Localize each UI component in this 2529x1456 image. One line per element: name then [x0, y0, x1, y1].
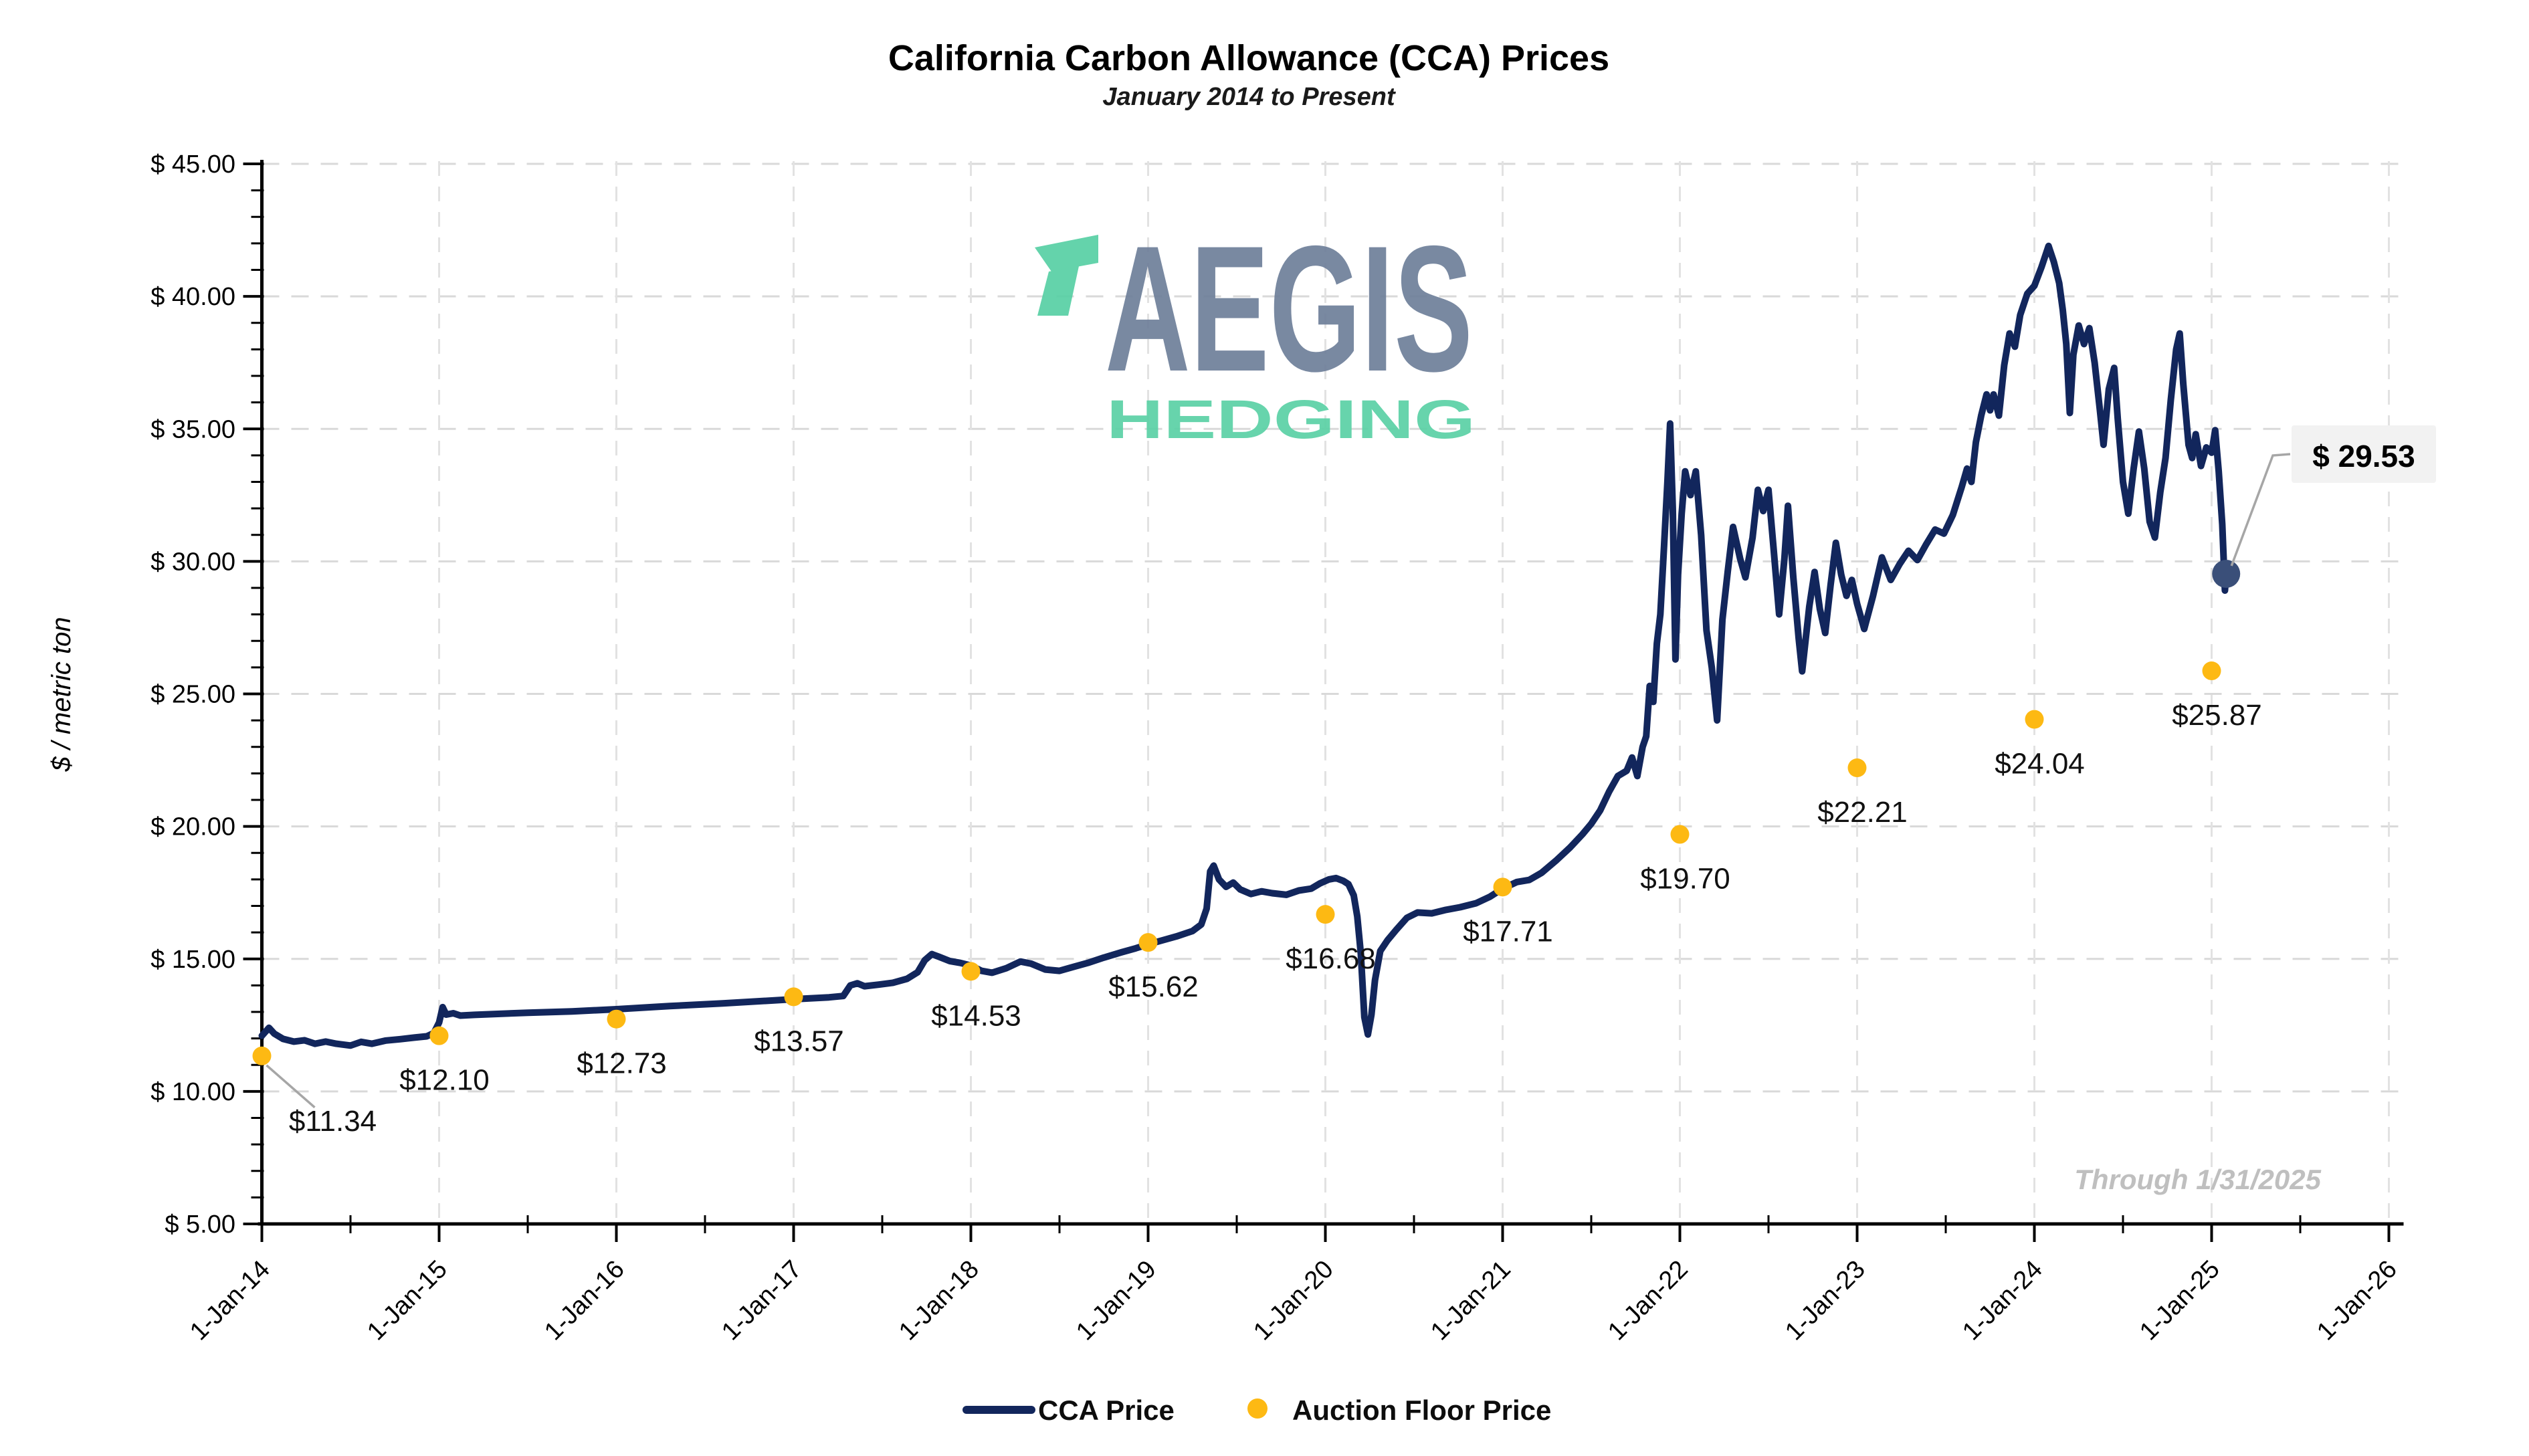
label-leader-line	[266, 1064, 316, 1109]
auction-floor-label: $15.62	[1108, 970, 1199, 1003]
auction-floor-point	[2025, 710, 2044, 729]
cca-price-line	[258, 242, 2230, 1049]
auction-floor-label: $12.73	[577, 1047, 667, 1080]
auction-floor-point	[2202, 661, 2221, 681]
auction-floor-label: $13.57	[754, 1025, 844, 1057]
y-tick-label: $ 40.00	[150, 283, 235, 311]
auction-floor-label: $16.68	[1286, 942, 1376, 975]
legend-auction-label: Auction Floor Price	[1292, 1394, 1551, 1426]
auction-floor-point	[784, 987, 803, 1007]
logo-subbrand-text: HEDGING	[1106, 389, 1476, 450]
logo-mark-icon	[1035, 235, 1098, 272]
auction-floor-label: $17.71	[1463, 915, 1553, 948]
y-tick-label: $ 20.00	[150, 813, 235, 841]
y-tick-label: $ 25.00	[150, 681, 235, 709]
y-tick-label: $ 45.00	[150, 150, 235, 179]
auction-floor-label: $24.04	[1995, 748, 2085, 781]
auction-floor-label: $25.87	[2172, 699, 2262, 732]
legend-auction-dot-swatch	[1247, 1398, 1268, 1419]
aegis-hedging-logo: AEGIS HEDGING	[1035, 208, 1476, 450]
auction-floor-label: $22.21	[1817, 796, 1908, 829]
y-tick-label: $ 10.00	[150, 1078, 235, 1106]
auction-floor-point	[961, 962, 981, 981]
auction-floor-point	[1493, 877, 1512, 897]
auction-floor-label: $19.70	[1640, 863, 1730, 896]
logo-mark-icon	[1037, 266, 1079, 316]
auction-floor-point	[1138, 933, 1158, 952]
auction-floor-label: $14.53	[931, 999, 1021, 1032]
last-price-label: $ 29.53	[2312, 439, 2415, 474]
legend: CCA Price Auction Floor Price	[963, 1394, 1551, 1426]
auction-floor-point	[1316, 905, 1335, 924]
y-tick-label: $ 35.00	[150, 415, 235, 443]
logo-brand-text: AEGIS	[1105, 208, 1473, 409]
through-date-note: Through 1/31/2025	[2074, 1164, 2321, 1195]
auction-floor-point	[252, 1046, 272, 1065]
y-tick-label: $ 15.00	[150, 946, 235, 974]
y-tick-label: $ 30.00	[150, 548, 235, 576]
legend-cca-label: CCA Price	[1038, 1394, 1175, 1426]
annotation-box	[2292, 425, 2436, 483]
auction-floor-point	[1670, 825, 1690, 844]
chart-title: California Carbon Allowance (CCA) Prices	[888, 38, 1609, 78]
auction-floor-point	[429, 1026, 449, 1045]
auction-floor-label: $12.10	[399, 1064, 490, 1097]
y-tick-label: $ 5.00	[165, 1211, 235, 1239]
auction-floor-point	[607, 1009, 626, 1029]
auction-floor-point	[1847, 758, 1867, 778]
annotation-leader-line	[2230, 453, 2291, 566]
y-axis-title: $ / metric ton	[47, 617, 76, 772]
chart-subtitle: January 2014 to Present	[1102, 83, 1396, 111]
auction-floor-label: $11.34	[289, 1105, 377, 1138]
last-price-marker	[2212, 559, 2241, 588]
